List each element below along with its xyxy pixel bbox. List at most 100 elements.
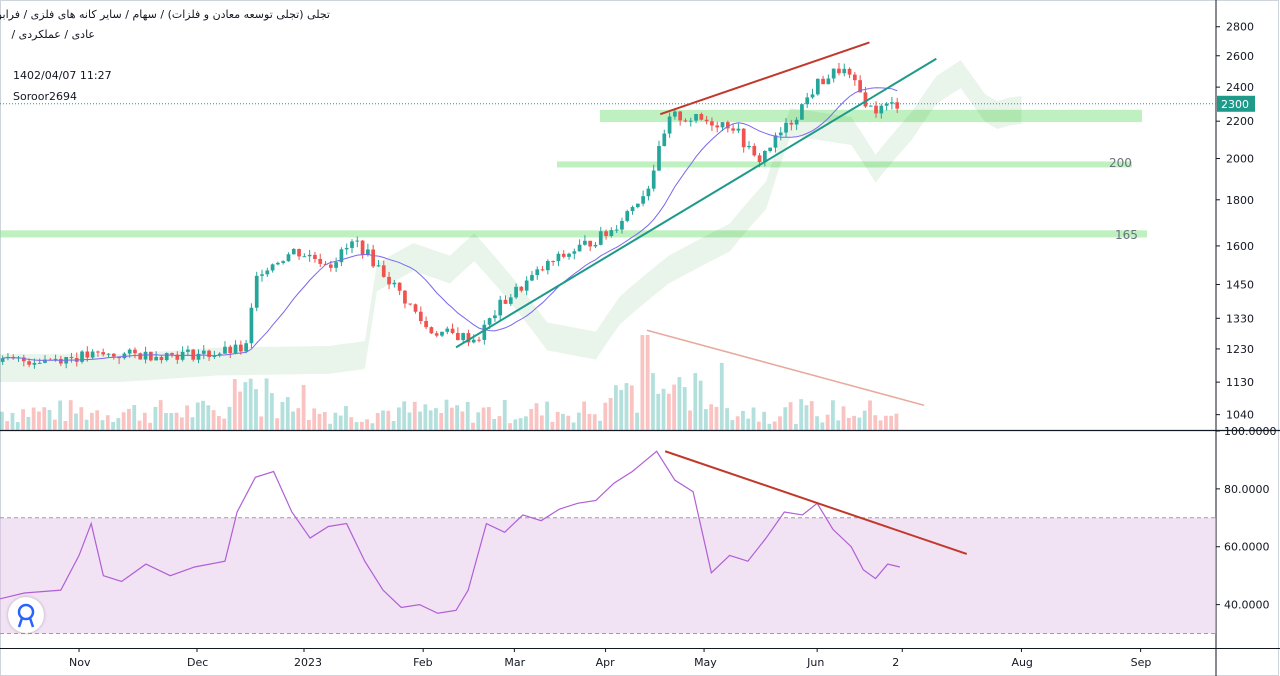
volume-bar bbox=[148, 422, 153, 430]
volume-bar bbox=[47, 409, 52, 430]
candle-body bbox=[620, 220, 624, 230]
volume-bar bbox=[328, 423, 332, 430]
volume-bar bbox=[688, 410, 692, 430]
candle-body bbox=[514, 286, 518, 298]
volume-bar bbox=[333, 412, 338, 430]
candle-body bbox=[694, 114, 698, 121]
volume-bar bbox=[772, 421, 777, 430]
candle-body bbox=[466, 333, 471, 343]
candle-body bbox=[545, 261, 550, 271]
volume-bar bbox=[746, 418, 751, 430]
volume-bar bbox=[476, 412, 481, 430]
volume-bar bbox=[217, 415, 221, 430]
volume-bar bbox=[793, 423, 798, 430]
volume-bar bbox=[788, 402, 793, 430]
candle-body bbox=[450, 328, 455, 334]
volume-bar bbox=[751, 407, 756, 430]
volume-bar bbox=[227, 406, 232, 430]
price-tick-label: 2600 bbox=[1226, 50, 1254, 63]
candle-body bbox=[217, 353, 222, 356]
volume-bar bbox=[783, 407, 788, 430]
candle-body bbox=[789, 122, 794, 125]
candle-body bbox=[471, 339, 476, 343]
volume-bar bbox=[269, 393, 274, 430]
price-tick-label: 2400 bbox=[1226, 81, 1254, 94]
candle-body bbox=[662, 133, 667, 147]
volume-bar bbox=[614, 385, 618, 430]
candle-body bbox=[286, 254, 291, 262]
volume-bar bbox=[831, 400, 835, 430]
candle-body bbox=[747, 145, 751, 148]
candle-body bbox=[667, 116, 672, 134]
candle-body bbox=[598, 231, 603, 245]
candle-body bbox=[826, 78, 831, 85]
volume-bar bbox=[624, 383, 629, 430]
candle-body bbox=[768, 147, 773, 151]
candle-body bbox=[297, 249, 301, 257]
moving-average-line bbox=[2, 87, 898, 361]
candle-body bbox=[524, 280, 529, 291]
candle-body bbox=[890, 102, 894, 104]
volume-bar bbox=[645, 335, 650, 430]
volume-bar bbox=[105, 415, 110, 430]
volume-bar bbox=[190, 417, 195, 430]
candle-body bbox=[212, 355, 217, 357]
candle-body bbox=[540, 269, 545, 271]
volume-bar bbox=[465, 401, 470, 430]
price-tick-label: 1450 bbox=[1226, 278, 1254, 291]
candle-body bbox=[387, 276, 391, 285]
volume-bar bbox=[677, 377, 682, 430]
candle-body bbox=[281, 261, 286, 263]
candle-body bbox=[43, 359, 47, 363]
volume-bar bbox=[698, 380, 703, 430]
candle-body bbox=[90, 351, 95, 358]
volume-bar bbox=[592, 414, 597, 430]
candle-body bbox=[456, 333, 460, 341]
candle-body bbox=[477, 339, 481, 341]
candle-body bbox=[800, 104, 804, 120]
candle-body bbox=[657, 146, 661, 171]
volume-bar bbox=[693, 373, 698, 430]
volume-bar bbox=[682, 387, 687, 430]
candle-body bbox=[381, 265, 386, 277]
candles bbox=[0, 62, 900, 369]
candle-body bbox=[641, 196, 645, 204]
volume-bar bbox=[26, 416, 31, 430]
tradingview-logo-icon[interactable] bbox=[8, 597, 44, 633]
candle-body bbox=[265, 270, 270, 275]
candle-body bbox=[101, 352, 106, 355]
candle-body bbox=[276, 262, 280, 265]
volume-bar bbox=[418, 411, 422, 430]
volume-bar bbox=[317, 413, 322, 430]
price-tick-label: 2000 bbox=[1226, 153, 1254, 166]
candle-body bbox=[688, 120, 693, 122]
candle-body bbox=[530, 275, 534, 281]
candle-body bbox=[731, 128, 735, 131]
candle-body bbox=[508, 297, 513, 304]
candle-body bbox=[207, 350, 211, 357]
volume-bar bbox=[741, 410, 745, 430]
candle-body bbox=[328, 264, 333, 268]
candle-body bbox=[461, 333, 466, 341]
volume-bar bbox=[709, 404, 714, 430]
volume-bar bbox=[132, 405, 137, 430]
volume-bar bbox=[804, 405, 809, 430]
candle-body bbox=[318, 258, 323, 264]
time-tick-label: Mar bbox=[504, 656, 525, 669]
chart-subtitle: عادی / عملکردی / bbox=[11, 28, 95, 41]
candle-body bbox=[59, 358, 63, 364]
candle-body bbox=[503, 299, 508, 304]
volume-bar bbox=[460, 411, 465, 430]
rsi-trendline bbox=[664, 450, 968, 555]
candle-body bbox=[424, 321, 428, 328]
volume-bar bbox=[121, 412, 126, 430]
volume-bar bbox=[799, 399, 804, 430]
candle-body bbox=[53, 358, 58, 360]
candle-body bbox=[260, 274, 264, 276]
rsi-tick-label: 80.0000 bbox=[1224, 483, 1270, 496]
volume-bar bbox=[756, 421, 761, 430]
volume-bar bbox=[508, 423, 512, 430]
volume-bar bbox=[656, 393, 661, 430]
volume-bar bbox=[619, 389, 624, 430]
